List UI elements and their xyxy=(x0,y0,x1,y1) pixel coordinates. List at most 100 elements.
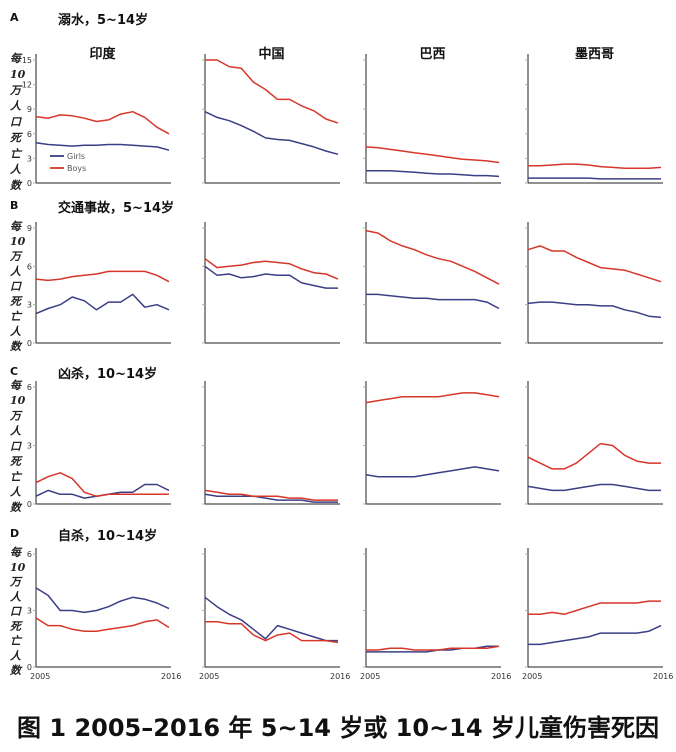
series-line-girls xyxy=(35,142,170,151)
y-axis-label-char: 10 xyxy=(10,394,26,407)
x-tick-label-start: 2005 xyxy=(30,672,50,681)
y-axis-label-char: 每 xyxy=(10,379,23,392)
y-axis-label-char: 口 xyxy=(10,280,22,293)
series-line-boys xyxy=(35,472,169,497)
series-line-boys xyxy=(204,258,339,280)
series-line-boys xyxy=(527,442,661,470)
y-tick-label: 6 xyxy=(27,550,32,559)
x-tick-label-end: 2016 xyxy=(491,672,511,681)
x-tick-label-start: 2005 xyxy=(360,672,380,681)
y-axis-label-char: 每 xyxy=(10,546,23,559)
section-letter-A: A xyxy=(10,11,19,24)
x-tick-label-end: 2016 xyxy=(653,672,673,681)
y-axis-label-char: 死 xyxy=(10,131,23,144)
y-axis-label-char: 亡 xyxy=(10,310,23,323)
legend-label-girls: Girls xyxy=(67,152,85,161)
y-tick-label: 9 xyxy=(27,105,32,114)
y-tick-label: 0 xyxy=(27,663,32,672)
series-line-boys xyxy=(528,163,662,169)
section-letter-B: B xyxy=(10,199,18,212)
y-axis-label-char: 数 xyxy=(10,340,23,353)
y-axis-label-char: 每 xyxy=(10,220,23,233)
y-tick-label: 3 xyxy=(27,154,32,163)
legend-label-boys: Boys xyxy=(67,164,86,173)
section-title-C: 凶杀，10~14岁 xyxy=(58,366,157,382)
series-line-girls xyxy=(528,624,662,646)
series-line-boys xyxy=(365,146,500,164)
series-line-girls xyxy=(528,177,661,180)
y-axis-label-char: 死 xyxy=(10,620,23,633)
section-title-B: 交通事故，5~14岁 xyxy=(58,200,174,216)
section-title-A: 溺水，5~14岁 xyxy=(58,12,148,28)
y-axis-label-char: 10 xyxy=(10,68,26,81)
figure-caption: 图 1 2005–2016 年 5~14 岁或 10~14 岁儿童伤害死因 xyxy=(17,714,659,742)
y-axis-label-char: 死 xyxy=(10,295,23,308)
section-title-D: 自杀，10~14岁 xyxy=(58,528,157,544)
y-tick-label: 0 xyxy=(27,179,32,188)
y-axis-label-char: 死 xyxy=(10,455,23,468)
series-line-boys xyxy=(205,59,339,124)
series-line-boys xyxy=(35,270,170,283)
y-tick-label: 3 xyxy=(27,442,32,451)
country-label: 印度 xyxy=(89,46,116,62)
y-tick-label: 6 xyxy=(27,130,32,139)
series-line-boys xyxy=(528,600,661,616)
series-line-girls xyxy=(527,483,661,492)
y-axis-label-char: 每 xyxy=(10,52,23,65)
series-line-boys xyxy=(205,621,339,644)
y-axis-label-char: 人 xyxy=(10,265,22,278)
y-axis-label-char: 人 xyxy=(10,163,22,176)
y-axis-label-char: 亡 xyxy=(10,635,23,648)
y-axis-label-char: 人 xyxy=(10,325,22,338)
y-axis-label-char: 人 xyxy=(10,649,22,662)
series-line-boys xyxy=(35,110,170,135)
x-tick-label-start: 2005 xyxy=(199,672,219,681)
y-tick-label: 0 xyxy=(27,339,32,348)
x-tick-label-end: 2016 xyxy=(161,672,181,681)
country-label: 中国 xyxy=(258,46,284,62)
y-axis-label-char: 万 xyxy=(9,84,23,97)
y-axis-label-char: 口 xyxy=(10,116,22,129)
y-axis-label-char: 亡 xyxy=(10,147,23,160)
y-axis-label-char: 人 xyxy=(10,486,22,499)
series-line-boys xyxy=(204,489,338,501)
y-axis-label-char: 10 xyxy=(10,561,26,574)
series-line-girls xyxy=(35,587,170,614)
y-axis-label-char: 10 xyxy=(10,235,26,248)
y-axis-label-char: 口 xyxy=(10,605,22,618)
series-line-girls xyxy=(366,293,500,310)
country-label: 巴西 xyxy=(419,47,445,62)
y-tick-label: 9 xyxy=(27,224,32,233)
series-line-girls xyxy=(204,493,338,503)
x-tick-label-end: 2016 xyxy=(330,672,350,681)
series-line-boys xyxy=(365,392,500,404)
series-line-boys xyxy=(365,229,500,285)
y-axis-label-char: 口 xyxy=(10,440,22,453)
section-letter-D: D xyxy=(10,527,19,540)
y-axis-label-char: 万 xyxy=(9,250,23,263)
series-line-girls xyxy=(204,111,339,156)
series-line-girls xyxy=(35,293,170,315)
y-tick-label: 6 xyxy=(27,262,32,271)
y-axis-label-char: 数 xyxy=(10,501,23,514)
y-axis-label-char: 人 xyxy=(10,100,22,113)
series-line-girls xyxy=(35,483,170,499)
section-letter-C: C xyxy=(10,365,18,378)
series-line-girls xyxy=(366,169,500,178)
y-axis-label-char: 数 xyxy=(10,664,23,677)
y-tick-label: 15 xyxy=(22,56,32,65)
y-tick-label: 6 xyxy=(27,383,32,392)
y-tick-label: 12 xyxy=(22,81,32,90)
x-tick-label-start: 2005 xyxy=(522,672,542,681)
series-line-girls xyxy=(204,596,338,642)
series-line-girls xyxy=(365,466,500,478)
series-line-girls xyxy=(527,301,662,319)
y-axis-label-char: 万 xyxy=(9,576,23,589)
country-label: 墨西哥 xyxy=(575,46,614,62)
y-tick-label: 3 xyxy=(27,607,32,616)
series-line-boys xyxy=(527,245,662,283)
y-axis-label-char: 亡 xyxy=(10,470,23,483)
y-axis-label-char: 人 xyxy=(10,425,22,438)
